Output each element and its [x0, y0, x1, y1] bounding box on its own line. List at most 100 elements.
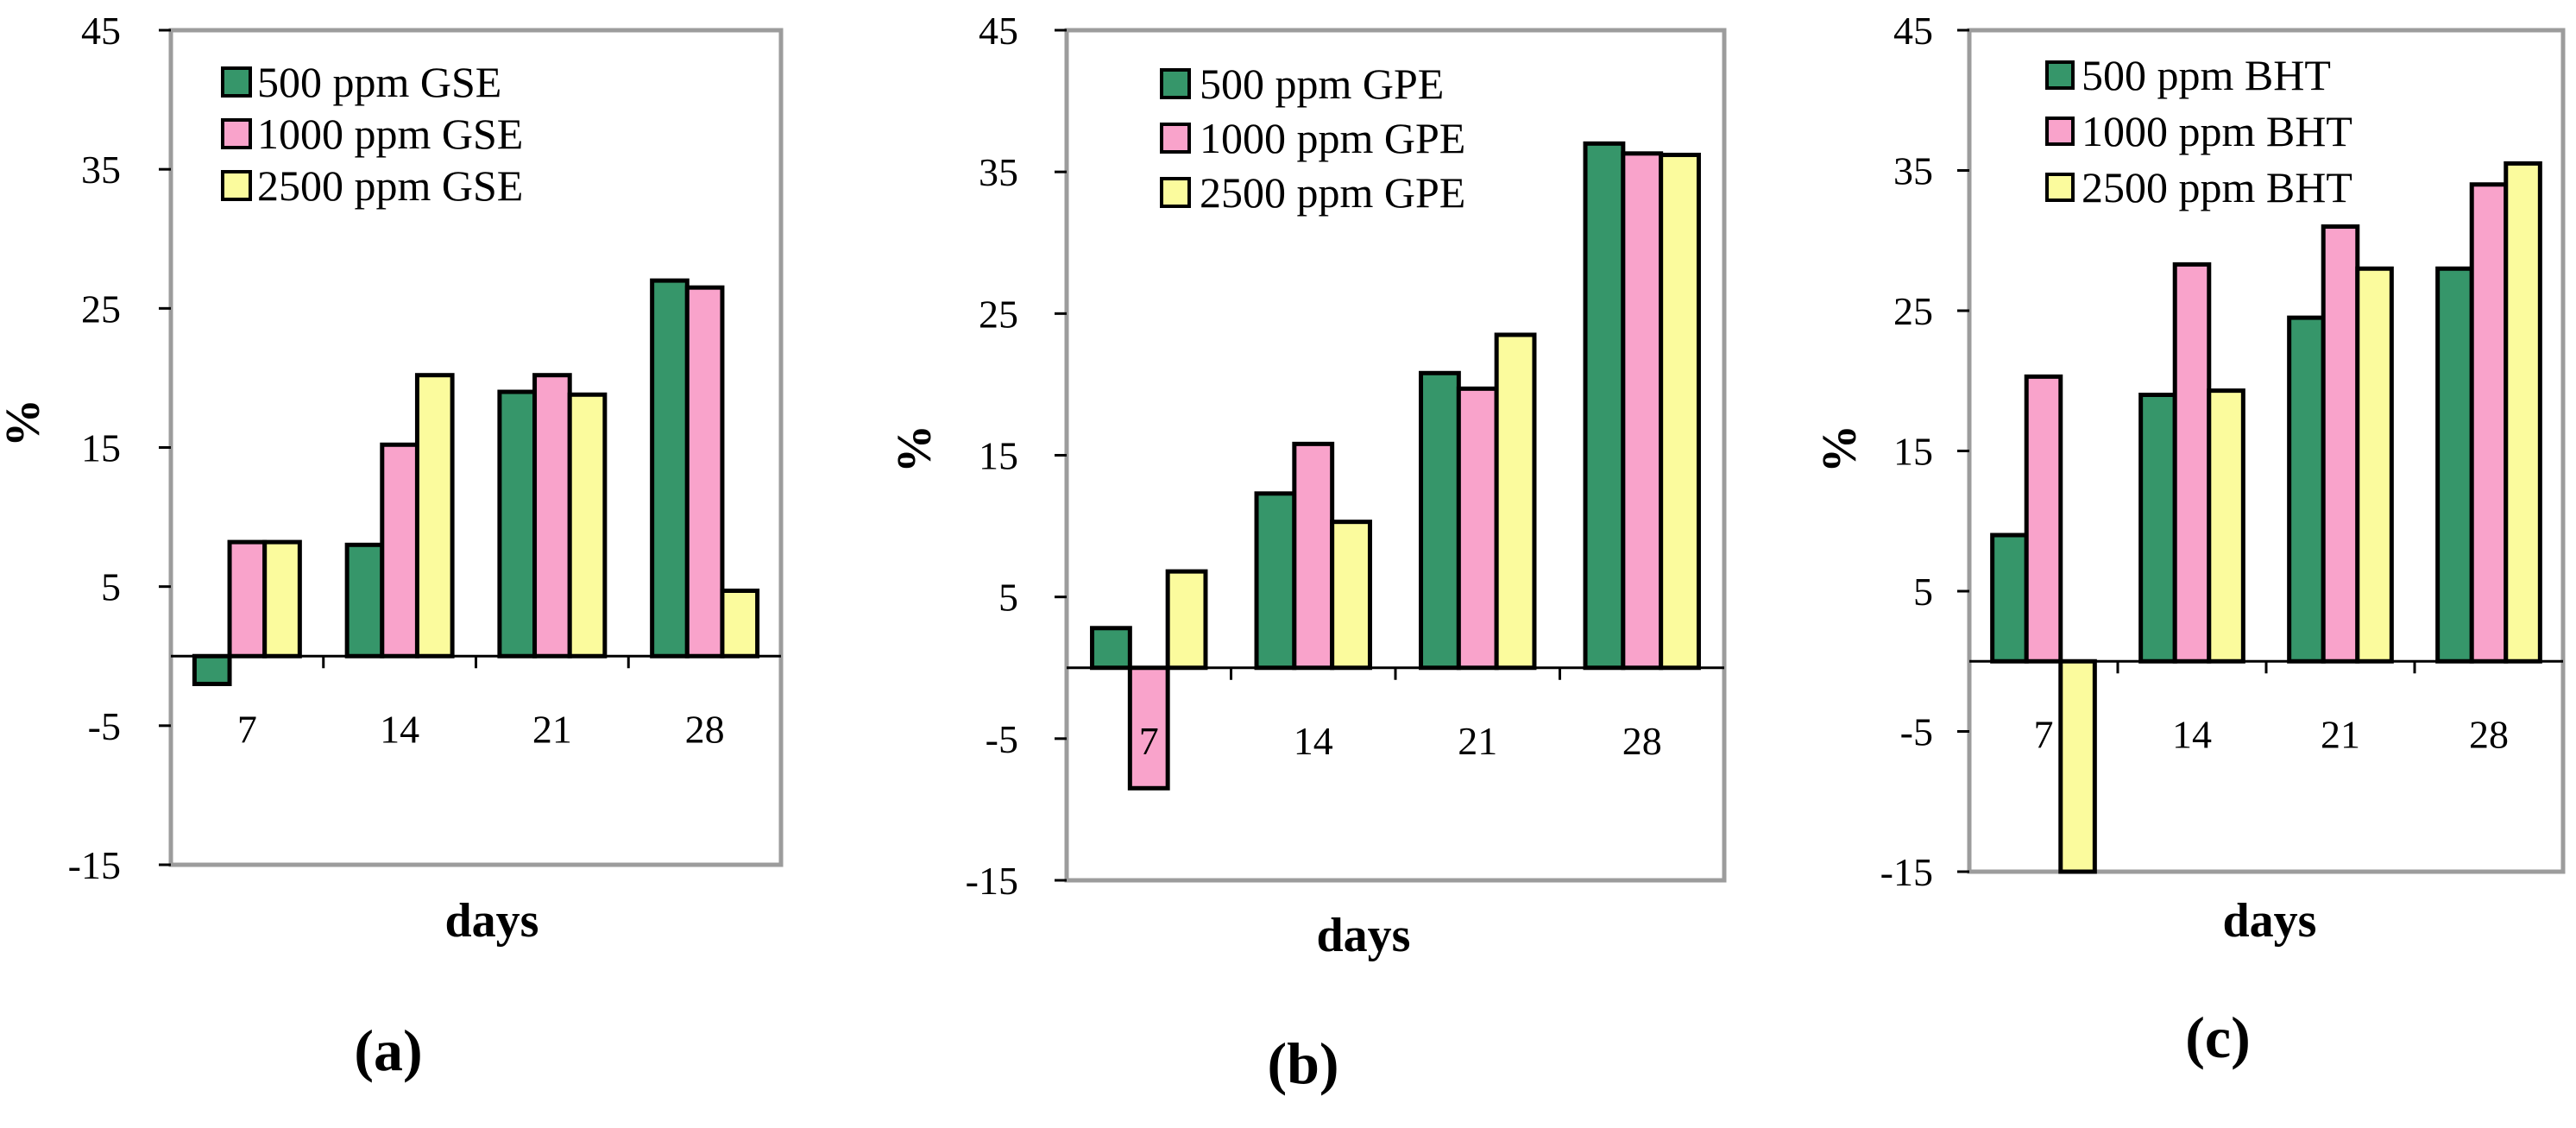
y-tick-label: 25 [979, 292, 1018, 336]
x-axis-title: days [445, 894, 539, 948]
y-tick-label: 25 [1893, 289, 1933, 333]
legend-swatch [1160, 68, 1191, 99]
bar-7-series-2 [2024, 374, 2063, 664]
bar-21-series-1 [497, 389, 538, 659]
bar-21-series-2 [1456, 386, 1499, 671]
legend-swatch [221, 118, 252, 149]
bar-28-series-1 [650, 278, 690, 659]
y-tick-label: -15 [966, 859, 1018, 903]
y-axis-title: % [1813, 425, 1867, 473]
bar-7-series-1 [1990, 532, 2029, 664]
bar-7-series-1 [192, 653, 232, 686]
chart-panel-3: 45 35 25 15 5 -5 -15 7 14 21 28 500 ppm BHT 1000 ppm… [1813, 9, 2566, 1070]
bar-21-series-2 [532, 373, 572, 659]
x-tick-label: 14 [1294, 719, 1333, 763]
x-axis-title: days [2223, 894, 2317, 948]
bar-7-series-3 [2058, 659, 2097, 874]
chart-panel-2: 45 35 25 15 5 -5 -15 7 14 21 28 500 ppm GPE 1000 ppm… [888, 9, 1727, 1096]
bar-28-series-2 [684, 285, 725, 659]
panel-label: (c) [2185, 1005, 2250, 1070]
bar-7-series-2 [1127, 665, 1170, 791]
x-tick-label: 21 [1458, 719, 1497, 763]
bar-7-series-3 [1165, 569, 1208, 671]
bar-14-series-2 [380, 442, 419, 659]
legend-swatch [1160, 123, 1191, 154]
legend-label: 2500 ppm GPE [1200, 168, 1465, 217]
legend-label: 1000 ppm BHT [2082, 107, 2352, 155]
bar-14-series-1 [344, 542, 385, 659]
bar-14-series-3 [1330, 520, 1372, 671]
bar-28-series-1 [1583, 141, 1626, 671]
legend-swatch [221, 66, 252, 98]
x-tick-label: 28 [685, 707, 725, 751]
y-tick-label: 15 [1893, 430, 1933, 474]
legend-label: 1000 ppm GSE [257, 110, 523, 158]
bar-21-series-3 [1494, 332, 1537, 671]
x-tick-label: 28 [2469, 712, 2509, 756]
bar-21-series-1 [2287, 315, 2326, 664]
bar-14-series-1 [1254, 491, 1297, 671]
y-tick-label: 45 [81, 9, 121, 53]
x-tick-label: 28 [1622, 719, 1662, 763]
y-tick-label: 35 [979, 150, 1018, 194]
y-axis-title: % [888, 425, 942, 473]
x-tick-label: 21 [2321, 712, 2360, 756]
bar-28-series-1 [2435, 266, 2474, 664]
y-tick-label: 5 [101, 565, 121, 609]
y-tick-label: 5 [998, 576, 1018, 620]
y-tick-label: 25 [81, 287, 121, 331]
y-axis-title: % [0, 399, 50, 447]
bar-28-series-2 [2469, 182, 2509, 664]
bar-14-series-3 [414, 373, 455, 659]
bar-28-series-3 [2504, 161, 2542, 664]
legend-label: 2500 ppm BHT [2082, 163, 2352, 211]
y-tick-label: 35 [81, 148, 121, 192]
bar-14-series-2 [1292, 441, 1335, 671]
x-tick-label: 21 [532, 707, 572, 751]
bar-28-series-3 [1659, 152, 1701, 671]
legend-swatch [1160, 177, 1191, 208]
y-tick-label: -15 [68, 843, 121, 887]
x-tick-label: 14 [380, 707, 419, 751]
bar-14-series-1 [2138, 393, 2177, 664]
y-tick-label: 35 [1893, 149, 1933, 193]
legend-label: 1000 ppm GPE [1200, 114, 1465, 162]
y-tick-label: -5 [1900, 710, 1933, 754]
bar-14-series-3 [2207, 388, 2245, 664]
legend-label: 2500 ppm GSE [257, 161, 523, 210]
x-tick-label: 7 [2034, 712, 2054, 756]
bar-21-series-2 [2321, 224, 2360, 664]
bar-21-series-1 [1419, 370, 1461, 671]
y-tick-label: 45 [1893, 9, 1933, 53]
legend-swatch [221, 170, 252, 201]
bar-28-series-3 [720, 589, 760, 659]
panel-label: (b) [1267, 1030, 1338, 1096]
x-tick-label: 7 [237, 707, 257, 751]
legend-label: 500 ppm BHT [2082, 51, 2331, 99]
y-tick-label: 45 [979, 9, 1018, 53]
panel-label: (a) [354, 1018, 422, 1083]
bar-14-series-2 [2172, 262, 2212, 664]
y-tick-label: -5 [88, 704, 121, 748]
x-tick-label: 14 [2172, 712, 2212, 756]
bar-21-series-3 [2355, 266, 2394, 664]
bar-7-series-3 [262, 539, 302, 659]
bar-7-series-1 [1090, 626, 1132, 671]
y-tick-label: 15 [979, 434, 1018, 478]
y-tick-label: 5 [1913, 570, 1933, 614]
legend-swatch [2045, 117, 2075, 146]
x-tick-label: 7 [1139, 719, 1159, 763]
y-tick-label: -15 [1880, 850, 1933, 894]
legend-label: 500 ppm GSE [257, 58, 501, 106]
x-axis-title: days [1317, 909, 1411, 962]
y-tick-label: -5 [986, 717, 1018, 761]
bar-21-series-3 [567, 392, 608, 659]
legend-swatch [2045, 60, 2075, 90]
legend-label: 500 ppm GPE [1200, 60, 1444, 108]
bar-28-series-2 [1621, 151, 1664, 671]
legend-swatch [2045, 173, 2075, 202]
y-tick-label: 15 [81, 426, 121, 470]
bar-7-series-2 [227, 539, 268, 659]
